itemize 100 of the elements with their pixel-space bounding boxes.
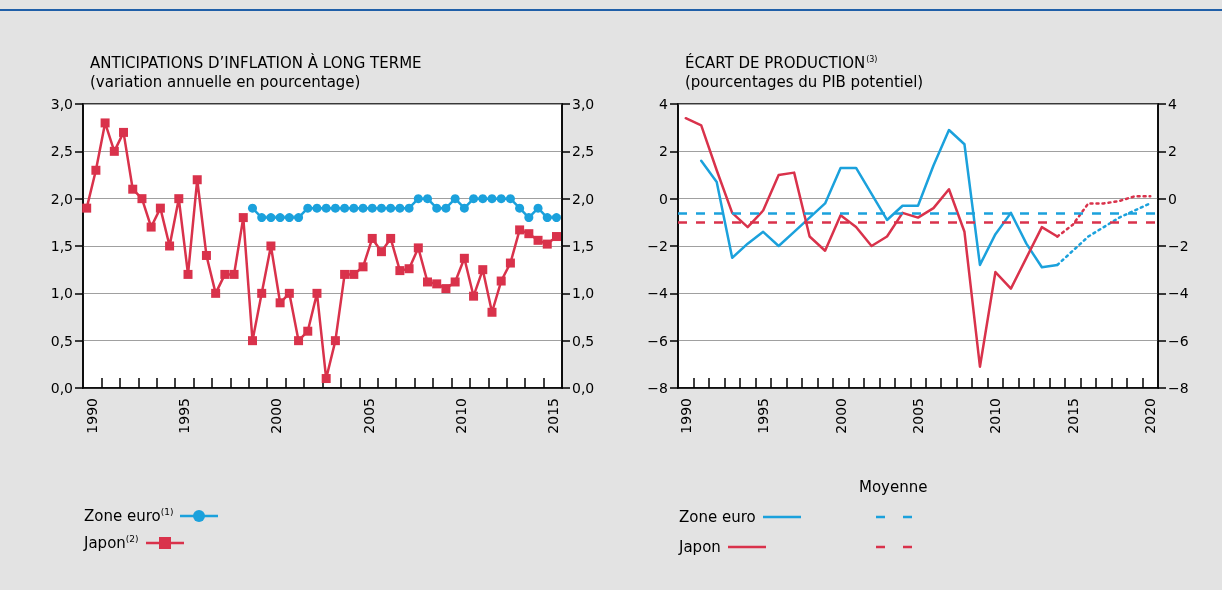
x-tick-label: 1995 xyxy=(755,398,772,434)
point xyxy=(174,194,184,204)
legend-label: Zone euro$^{(1)}$ xyxy=(84,506,174,525)
y2-tick-label: 2,0 xyxy=(572,190,595,207)
y-tick-label: 3,0 xyxy=(50,96,73,112)
point xyxy=(128,184,138,194)
y-tick-label: 2 xyxy=(659,143,668,160)
point xyxy=(358,262,368,272)
point xyxy=(192,175,202,185)
point xyxy=(542,239,552,249)
point xyxy=(551,232,561,242)
point xyxy=(137,194,147,204)
y-tick-label: −4 xyxy=(647,285,669,302)
y-tick-label: 0,5 xyxy=(50,332,73,349)
x-tick-label: 2000 xyxy=(832,398,849,434)
point xyxy=(284,213,294,223)
point xyxy=(450,277,460,287)
point xyxy=(478,194,488,204)
point xyxy=(450,194,460,204)
point xyxy=(469,194,479,204)
point xyxy=(487,194,497,204)
point xyxy=(533,235,543,245)
legend-label: Japon$^{(2)}$ xyxy=(84,533,139,552)
point xyxy=(275,213,285,223)
point xyxy=(321,203,331,213)
point xyxy=(515,203,525,213)
point xyxy=(386,203,396,213)
point xyxy=(349,203,359,213)
point xyxy=(257,288,267,298)
x-tick-label: 1990 xyxy=(677,398,694,434)
y-tick-label: −2 xyxy=(647,238,668,254)
y-tick-label: −6 xyxy=(647,332,669,349)
point xyxy=(413,194,423,204)
point xyxy=(432,203,442,213)
y-tick-label: 0 xyxy=(659,190,668,207)
point xyxy=(183,269,193,279)
point xyxy=(340,269,350,279)
y2-tick-label: −8 xyxy=(1168,380,1189,396)
y2-tick-label: 1,5 xyxy=(572,238,595,254)
x-tick-label: 2015 xyxy=(1064,398,1081,434)
point xyxy=(294,336,304,346)
point xyxy=(367,203,377,213)
x-tick-label: 2000 xyxy=(268,398,285,434)
point xyxy=(423,277,433,287)
point xyxy=(330,336,340,346)
x-tick-label: 2005 xyxy=(910,398,926,434)
point xyxy=(441,203,451,213)
x-tick-label: 2005 xyxy=(360,398,377,434)
y-tick-label: −8 xyxy=(647,380,668,396)
point xyxy=(395,266,405,276)
point xyxy=(404,264,414,274)
point xyxy=(257,213,267,223)
y-tick-label: 0,0 xyxy=(50,380,73,396)
point xyxy=(496,194,506,204)
point xyxy=(524,229,534,239)
point xyxy=(487,307,497,317)
y-tick-label: 4 xyxy=(659,96,669,112)
y2-tick-label: 0,0 xyxy=(572,380,595,396)
chart-title: ANTICIPATIONS D’INFLATION À LONG TERME xyxy=(90,52,422,72)
point xyxy=(376,203,386,213)
point xyxy=(109,146,119,156)
y2-tick-label: −6 xyxy=(1168,332,1189,349)
point xyxy=(367,233,377,243)
y2-tick-label: 4 xyxy=(1168,96,1177,112)
point xyxy=(312,203,322,213)
point xyxy=(349,269,359,279)
point xyxy=(376,247,386,257)
point xyxy=(533,203,543,213)
point xyxy=(358,203,368,213)
point xyxy=(100,118,110,128)
point xyxy=(119,127,129,137)
point xyxy=(275,298,285,308)
point xyxy=(542,213,552,223)
y2-tick-label: 3,0 xyxy=(572,96,595,112)
x-tick-label: 2010 xyxy=(452,398,469,434)
point xyxy=(247,336,257,346)
y2-tick-label: 2,5 xyxy=(572,143,595,160)
point xyxy=(395,203,405,213)
point xyxy=(469,291,479,301)
point xyxy=(478,265,488,275)
chart-subtitle: (variation annuelle en pourcentage) xyxy=(90,72,361,91)
y2-tick-label: 1,0 xyxy=(572,285,595,302)
point xyxy=(505,194,515,204)
point xyxy=(312,288,322,298)
point xyxy=(459,253,469,263)
y2-tick-label: 0 xyxy=(1168,190,1177,207)
point xyxy=(155,203,165,213)
y-tick-label: 1,0 xyxy=(50,285,73,302)
y2-tick-label: 0,5 xyxy=(572,332,595,349)
point xyxy=(459,203,469,213)
point xyxy=(165,241,175,251)
legend-label: Japon xyxy=(679,538,721,556)
chart-subtitle: (pourcentages du PIB potentiel) xyxy=(685,73,924,91)
point xyxy=(321,374,331,384)
point xyxy=(505,258,515,268)
point xyxy=(248,203,257,213)
x-tick-label: 2015 xyxy=(544,398,561,434)
point xyxy=(294,213,304,223)
y2-tick-label: −2 xyxy=(1168,238,1189,254)
y-tick-label: 2,0 xyxy=(50,190,73,207)
